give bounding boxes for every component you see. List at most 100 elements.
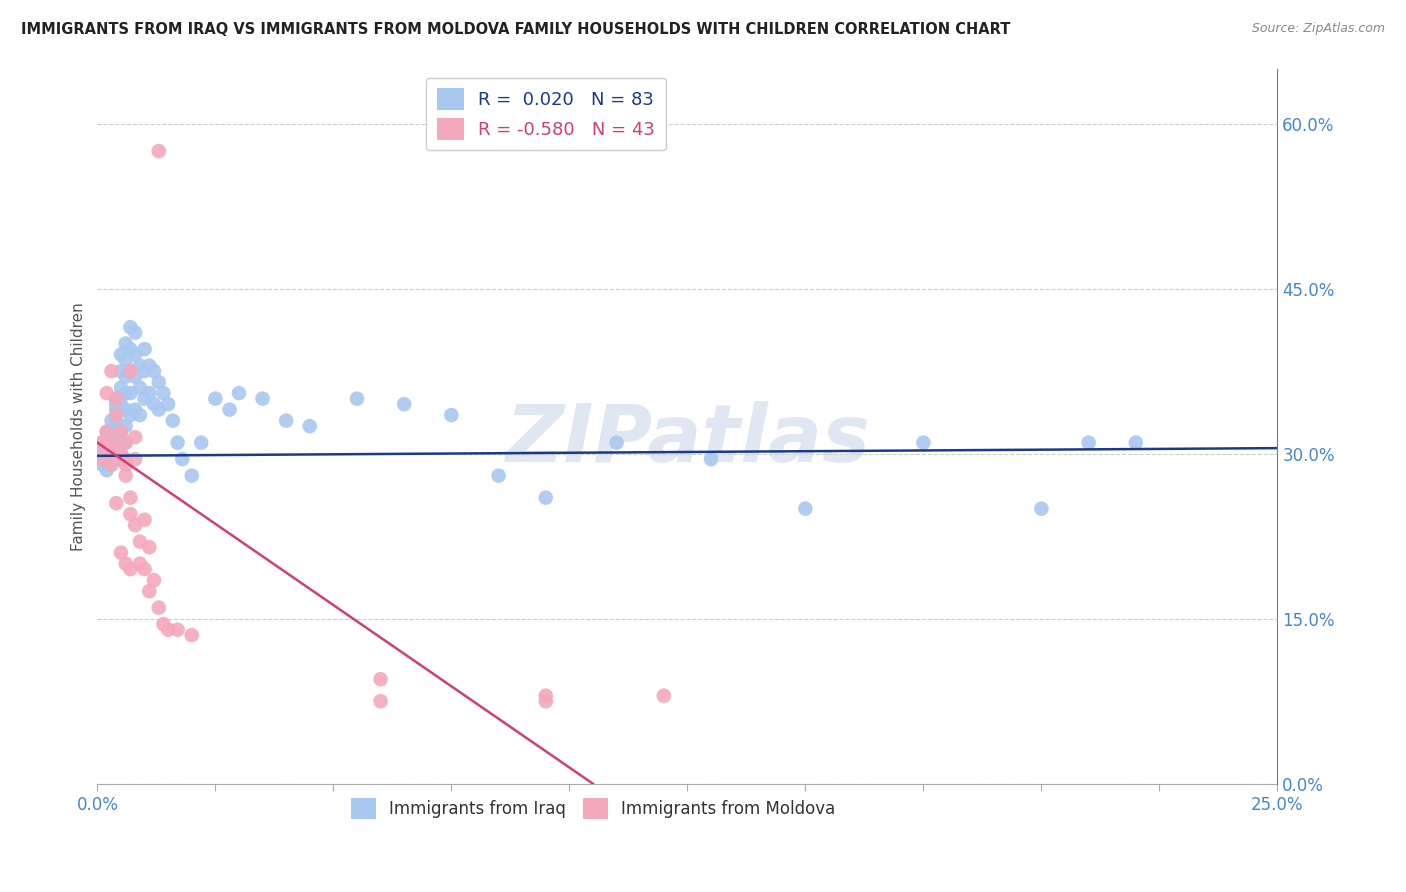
Point <box>134 392 156 406</box>
Point <box>298 419 321 434</box>
Point <box>166 435 188 450</box>
Point <box>105 496 128 510</box>
Point <box>96 441 118 455</box>
Point <box>105 392 128 406</box>
Point <box>105 392 128 406</box>
Point <box>392 397 415 411</box>
Point <box>1077 435 1099 450</box>
Point <box>120 342 142 356</box>
Point <box>534 689 557 703</box>
Point <box>100 414 122 428</box>
Point <box>110 447 132 461</box>
Point <box>143 364 166 378</box>
Point <box>276 414 298 428</box>
Point <box>91 452 114 467</box>
Point <box>120 491 142 505</box>
Point <box>100 447 122 461</box>
Point <box>100 458 122 472</box>
Point <box>114 468 136 483</box>
Point <box>114 435 136 450</box>
Point <box>172 452 194 467</box>
Legend: Immigrants from Iraq, Immigrants from Moldova: Immigrants from Iraq, Immigrants from Mo… <box>344 792 842 825</box>
Point <box>120 364 142 378</box>
Point <box>114 435 136 450</box>
Point <box>110 425 132 439</box>
Point <box>105 441 128 455</box>
Point <box>105 447 128 461</box>
Point <box>124 402 146 417</box>
Point <box>105 397 128 411</box>
Point <box>96 463 118 477</box>
Point <box>91 435 114 450</box>
Point <box>134 513 156 527</box>
Point <box>148 144 170 158</box>
Point <box>148 402 170 417</box>
Point <box>534 694 557 708</box>
Point <box>152 617 174 632</box>
Point <box>143 573 166 587</box>
Y-axis label: Family Households with Children: Family Households with Children <box>72 301 86 550</box>
Point <box>96 425 118 439</box>
Point <box>114 557 136 571</box>
Point <box>110 397 132 411</box>
Point <box>128 381 150 395</box>
Point <box>120 507 142 521</box>
Point <box>100 435 122 450</box>
Point <box>100 435 122 450</box>
Point <box>96 441 118 455</box>
Point <box>138 584 160 599</box>
Point <box>100 458 122 472</box>
Point <box>114 353 136 368</box>
Point <box>120 562 142 576</box>
Point <box>124 369 146 384</box>
Point <box>124 326 146 340</box>
Point <box>105 452 128 467</box>
Point <box>114 336 136 351</box>
Point <box>152 386 174 401</box>
Point <box>166 623 188 637</box>
Point <box>606 435 628 450</box>
Point <box>794 501 817 516</box>
Point <box>128 408 150 422</box>
Point <box>148 375 170 389</box>
Point <box>190 435 212 450</box>
Point <box>100 441 122 455</box>
Point <box>370 672 392 686</box>
Point <box>204 392 226 406</box>
Point <box>96 435 118 450</box>
Point <box>143 397 166 411</box>
Point <box>110 452 132 467</box>
Point <box>124 452 146 467</box>
Point <box>105 414 128 428</box>
Point <box>110 546 132 560</box>
Text: Source: ZipAtlas.com: Source: ZipAtlas.com <box>1251 22 1385 36</box>
Point <box>1125 435 1147 450</box>
Point <box>128 534 150 549</box>
Point <box>157 623 180 637</box>
Text: ZIPatlas: ZIPatlas <box>505 401 870 479</box>
Point <box>228 386 250 401</box>
Point <box>128 557 150 571</box>
Point <box>180 468 202 483</box>
Point <box>1031 501 1053 516</box>
Point <box>157 397 180 411</box>
Point <box>100 452 122 467</box>
Point <box>134 562 156 576</box>
Point <box>700 452 723 467</box>
Point <box>120 408 142 422</box>
Point <box>124 430 146 444</box>
Point <box>114 386 136 401</box>
Point <box>114 369 136 384</box>
Point <box>91 447 114 461</box>
Point <box>488 468 510 483</box>
Point <box>100 425 122 439</box>
Point <box>120 320 142 334</box>
Point <box>218 402 240 417</box>
Point <box>105 402 128 417</box>
Point <box>96 425 118 439</box>
Point <box>138 540 160 554</box>
Point <box>100 364 122 378</box>
Point <box>110 447 132 461</box>
Point <box>652 689 675 703</box>
Point <box>114 402 136 417</box>
